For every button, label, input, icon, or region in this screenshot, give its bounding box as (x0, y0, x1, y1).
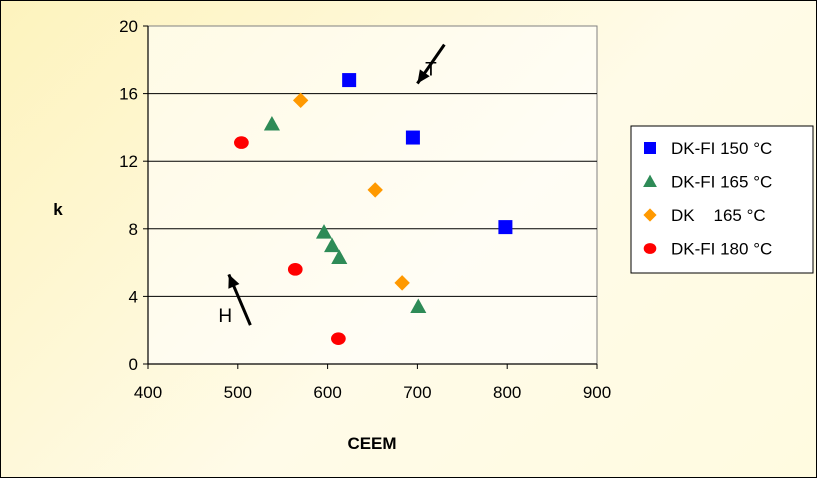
data-point-triangle (315, 224, 333, 239)
annotation-label: H (218, 306, 232, 327)
x-tick-label: 900 (583, 383, 611, 402)
grid-lines (148, 93, 597, 297)
x-tick-labels: 400 500 600 700 800 900 (134, 383, 611, 402)
data-points (234, 73, 513, 345)
data-point-circle (287, 263, 303, 276)
data-point-square (405, 130, 420, 145)
legend-label: DK-FI 180 °C (671, 240, 772, 259)
x-tick-label: 700 (403, 383, 431, 402)
legend-marker-triangle (643, 174, 657, 188)
annotation-arrow-head (228, 274, 240, 289)
x-tick-label: 800 (493, 383, 521, 402)
y-tick-label: 16 (119, 85, 138, 104)
y-tick-label: 8 (129, 220, 138, 239)
plot-area (147, 25, 598, 365)
legend-marker-diamond (643, 208, 657, 222)
axes (143, 25, 598, 369)
legend-marker-circle (643, 243, 657, 254)
legend-label: DK 165 °C (671, 206, 766, 225)
annotations: TH (218, 43, 446, 327)
x-tick-label: 500 (224, 383, 252, 402)
legend: DK-FI 150 °C DK-FI 165 °C DK 165 °C DK-FI 1… (643, 139, 772, 259)
legend-label: DK-FI 165 °C (671, 173, 772, 192)
data-point-triangle (410, 298, 427, 313)
y-tick-labels: 0 4 8 12 16 20 (119, 17, 138, 374)
x-axis-title: CEEM (347, 434, 396, 453)
data-point-triangle (263, 115, 280, 131)
data-point-circle (331, 332, 346, 345)
y-axis-title: k (53, 200, 63, 219)
annotation-label: T (425, 59, 437, 80)
data-point-triangle (324, 237, 341, 253)
data-point-square (342, 73, 357, 88)
legend-label: DK-FI 150 °C (671, 139, 772, 158)
data-point-diamond (292, 92, 309, 109)
y-tick-label: 4 (129, 287, 138, 306)
data-point-square (498, 220, 513, 235)
y-tick-label: 12 (119, 152, 138, 171)
y-tick-label: 20 (119, 17, 138, 36)
legend-box (630, 125, 814, 274)
data-point-diamond (367, 182, 383, 198)
x-tick-label: 600 (313, 383, 341, 402)
legend-marker-square (644, 142, 656, 154)
annotation-arrow-head (417, 69, 430, 84)
x-tick-label: 400 (134, 383, 162, 402)
data-point-triangle (331, 249, 348, 264)
data-point-circle (234, 136, 249, 149)
data-point-diamond (394, 275, 410, 291)
y-tick-label: 0 (129, 355, 138, 374)
